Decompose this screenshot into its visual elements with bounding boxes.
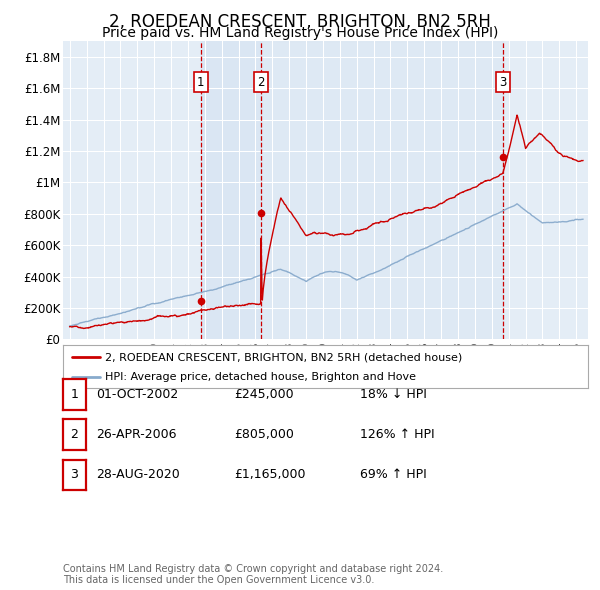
Text: 3: 3 bbox=[499, 76, 506, 88]
Text: £805,000: £805,000 bbox=[234, 428, 294, 441]
Text: 126% ↑ HPI: 126% ↑ HPI bbox=[360, 428, 434, 441]
Text: Contains HM Land Registry data © Crown copyright and database right 2024.
This d: Contains HM Land Registry data © Crown c… bbox=[63, 563, 443, 585]
Text: 2, ROEDEAN CRESCENT, BRIGHTON, BN2 5RH (detached house): 2, ROEDEAN CRESCENT, BRIGHTON, BN2 5RH (… bbox=[105, 352, 462, 362]
Text: HPI: Average price, detached house, Brighton and Hove: HPI: Average price, detached house, Brig… bbox=[105, 372, 416, 382]
Text: £245,000: £245,000 bbox=[234, 388, 293, 401]
Bar bbox=[200, 41, 261, 339]
Text: 2: 2 bbox=[70, 428, 79, 441]
Text: 69% ↑ HPI: 69% ↑ HPI bbox=[360, 468, 427, 481]
Text: 26-APR-2006: 26-APR-2006 bbox=[96, 428, 176, 441]
Text: Price paid vs. HM Land Registry's House Price Index (HPI): Price paid vs. HM Land Registry's House … bbox=[102, 26, 498, 40]
Text: 1: 1 bbox=[70, 388, 79, 401]
Text: 28-AUG-2020: 28-AUG-2020 bbox=[96, 468, 180, 481]
Text: 01-OCT-2002: 01-OCT-2002 bbox=[96, 388, 178, 401]
Text: 2: 2 bbox=[257, 76, 265, 88]
Bar bbox=[261, 41, 503, 339]
Text: 3: 3 bbox=[70, 468, 79, 481]
Text: 2, ROEDEAN CRESCENT, BRIGHTON, BN2 5RH: 2, ROEDEAN CRESCENT, BRIGHTON, BN2 5RH bbox=[109, 13, 491, 31]
Text: 1: 1 bbox=[197, 76, 205, 88]
Text: 18% ↓ HPI: 18% ↓ HPI bbox=[360, 388, 427, 401]
Text: £1,165,000: £1,165,000 bbox=[234, 468, 305, 481]
